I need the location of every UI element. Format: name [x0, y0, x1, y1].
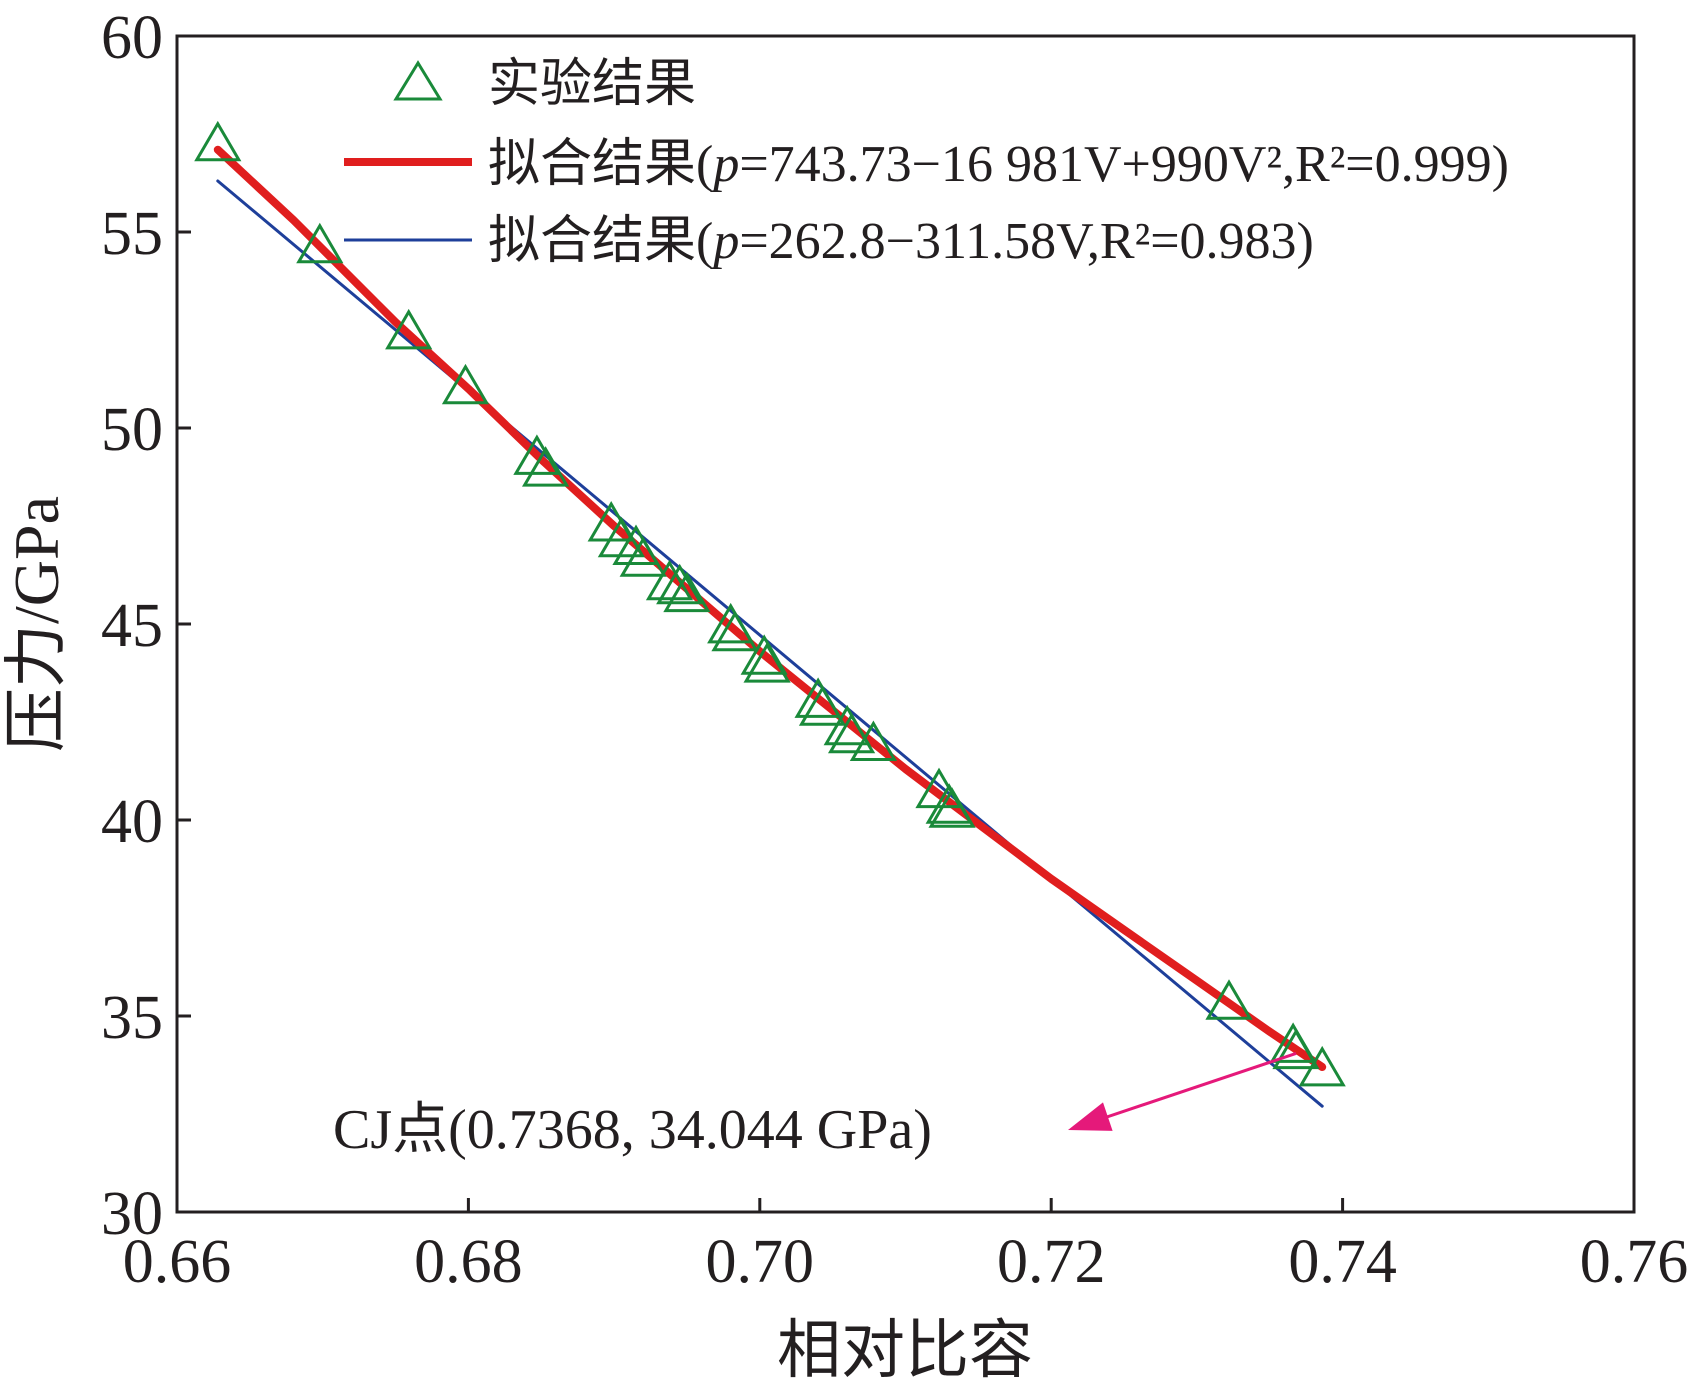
- axis-ticks: 0.66 0.68 0.70 0.72 0.74 0.76 30 35 40 45 50 55 60: [101, 4, 1688, 1296]
- data-point-triangle: [849, 720, 898, 761]
- x-tick-label: 0.68: [414, 1228, 523, 1296]
- data-point-triangle: [663, 571, 711, 613]
- y-axis-title: 压力/GPa: [1, 496, 72, 752]
- data-point-triangle: [928, 787, 976, 828]
- data-point-triangle: [194, 120, 242, 162]
- y-tick-label: 45: [101, 592, 163, 660]
- legend-item-quadratic-fit: 拟合结果(p=743.73−16 981V+990V²,R²=0.999): [344, 136, 1509, 193]
- data-point-triangle: [798, 685, 847, 726]
- legend-open-paren: (: [696, 136, 713, 193]
- legend-open-paren: (: [696, 213, 713, 270]
- legend-var: p: [709, 213, 739, 270]
- x-tick-label: 0.76: [1580, 1228, 1689, 1296]
- legend-var: p: [709, 136, 739, 193]
- data-point-triangle: [521, 446, 570, 487]
- legend-label: 拟合结果: [488, 213, 696, 270]
- x-tick-label: 0.70: [706, 1228, 815, 1296]
- cj-arrow-line: [1085, 1052, 1297, 1126]
- y-tick-label: 55: [101, 200, 163, 268]
- data-point-triangle: [513, 434, 561, 475]
- x-axis-title: 相对比容: [777, 1315, 1033, 1386]
- data-point-triangle: [597, 516, 646, 558]
- y-tick-label: 50: [101, 396, 163, 464]
- legend-close-paren: ): [1492, 136, 1509, 193]
- data-point-triangle: [1205, 979, 1253, 1020]
- data-point-triangle: [711, 610, 759, 652]
- svg-text:实验结果: 实验结果: [488, 56, 696, 113]
- linear-fit-line: [216, 179, 1324, 1108]
- legend: 实验结果 拟合结果(p=743.73−16 981V+990V²,R²=0.99…: [344, 56, 1509, 270]
- y-tick-label: 60: [101, 4, 163, 72]
- data-point-triangle: [441, 363, 490, 405]
- svg-text:拟合结果(p=743.73−16 981V+990V²,R²: 拟合结果(p=743.73−16 981V+990V²,R²=0.999): [488, 136, 1509, 193]
- data-point-triangle: [645, 559, 694, 601]
- fit-lines: [213, 145, 1327, 1108]
- legend-formula: =262.8−311.58V,R²=0.983: [739, 213, 1296, 270]
- y-tick-label: 30: [101, 1180, 163, 1248]
- legend-item-linear-fit: 拟合结果(p=262.8−311.58V,R²=0.983): [344, 213, 1314, 270]
- data-point-triangle: [743, 642, 791, 683]
- svg-text:拟合结果(p=262.8−311.58V,R²=0.983): 拟合结果(p=262.8−311.58V,R²=0.983): [488, 213, 1314, 270]
- triangle-marker-icon: [393, 60, 443, 101]
- data-point-triangle: [656, 563, 704, 605]
- data-point-triangle: [296, 222, 344, 264]
- legend-close-paren: ): [1297, 213, 1314, 270]
- x-tick-label: 0.72: [997, 1228, 1106, 1296]
- legend-label: 拟合结果: [488, 136, 696, 193]
- quadratic-fit-line: [213, 145, 1327, 1071]
- data-point-triangle: [1298, 1045, 1346, 1087]
- legend-label: 实验结果: [488, 56, 696, 113]
- data-point-triangle: [1272, 1028, 1320, 1070]
- x-tick-label: 0.74: [1288, 1228, 1397, 1296]
- data-point-triangle: [619, 536, 667, 577]
- data-point-triangle: [827, 712, 876, 754]
- experiment-points: [194, 120, 1346, 1087]
- legend-item-experiment: 实验结果: [393, 56, 696, 113]
- y-tick-label: 35: [101, 984, 163, 1052]
- data-point-triangle: [385, 308, 433, 350]
- y-tick-label: 40: [101, 788, 163, 856]
- legend-formula: =743.73−16 981V+990V²,R²=0.999: [739, 136, 1491, 193]
- cj-point-annotation: CJ点(0.7368, 34.044 GPa): [333, 1099, 932, 1161]
- x-tick-label: 0.66: [123, 1228, 232, 1296]
- cj-arrowhead: [1068, 1102, 1113, 1131]
- cj-arrow: [1068, 1052, 1297, 1131]
